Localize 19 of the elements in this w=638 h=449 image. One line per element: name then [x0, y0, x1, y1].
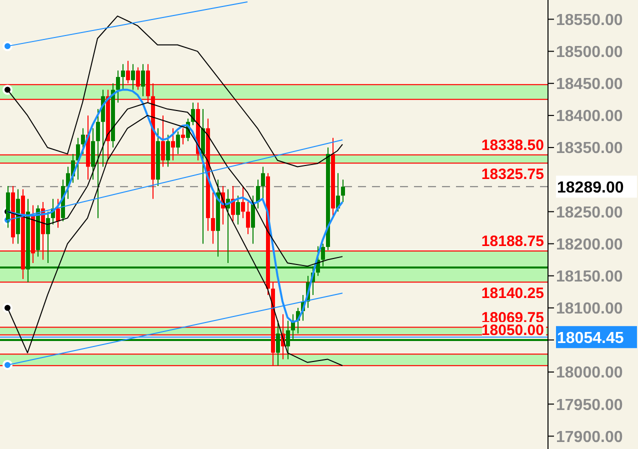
ref-line-label: 18188.75: [481, 232, 544, 250]
y-tick-label: 18200.00: [556, 236, 623, 254]
y-tick-label: 18400.00: [556, 108, 623, 126]
y-tick-label: 18500.00: [556, 44, 623, 61]
y-tick-label: 18550.00: [556, 12, 623, 29]
ref-line-label: 18325.75: [481, 166, 544, 184]
y-tick-label: 18150.00: [556, 268, 623, 286]
y-tick-label: 18450.00: [556, 76, 623, 94]
ref-line-label: 18050.00: [481, 322, 544, 339]
ref-line-label: 18054.45: [557, 330, 624, 348]
y-tick-label: 18350.00: [556, 140, 623, 158]
y-tick-label: 17900.00: [556, 428, 623, 446]
y-tick-label: 17950.00: [556, 396, 623, 414]
y-tick-label: 18000.00: [556, 364, 623, 382]
y-tick-label: 18250.00: [556, 204, 623, 222]
ref-line-label: 18338.50: [481, 136, 544, 154]
ref-line-label: 18289.00: [557, 180, 624, 197]
y-tick-label: 18100.00: [556, 300, 623, 318]
ref-line-label: 18140.25: [481, 285, 544, 302]
